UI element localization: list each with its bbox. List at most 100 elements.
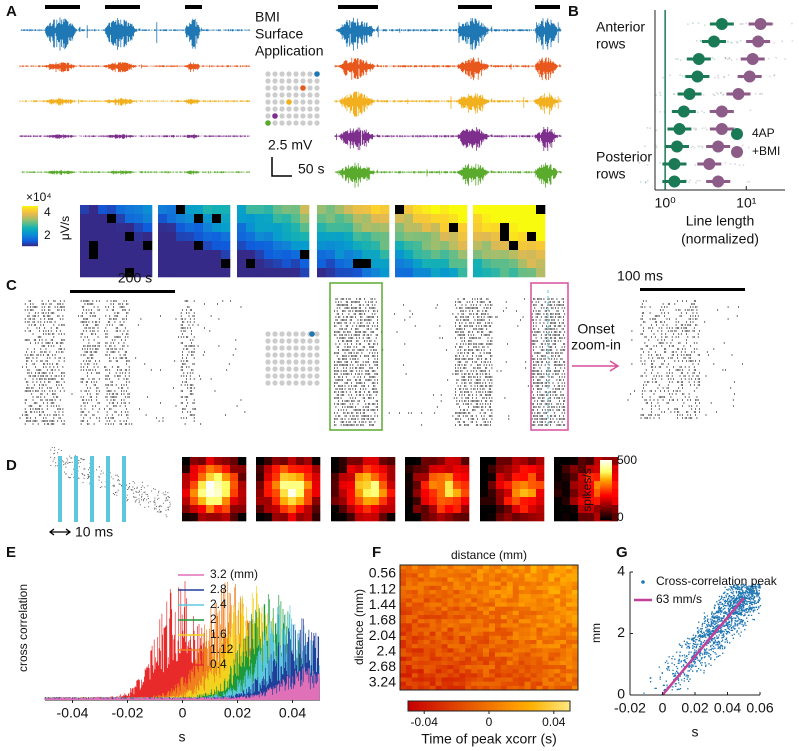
heatmap-cell [214,505,223,514]
heatmap-cell [203,250,213,260]
heatmap-cell [300,268,310,278]
heatmap-cell [98,232,108,242]
electrode [314,331,320,337]
heatmap-cell [125,259,135,269]
electrode [272,92,278,98]
heatmap-cell [530,610,537,616]
colorbar-cell [22,240,38,242]
raw-point [695,181,697,184]
heatmap-cell [506,590,514,595]
heatmap-cell [459,644,466,649]
heatmap-cell [363,497,372,506]
electrode-selected [300,85,306,91]
electrode [279,373,285,379]
heatmap-cell [572,635,579,641]
heatmap-cell [405,660,413,666]
heatmap-cell [483,581,490,587]
heatmap-cell [458,232,468,242]
heatmap-cell [405,585,413,591]
raw-point [663,110,666,113]
heatmap-cell [512,615,519,620]
heatmap-cell [570,513,579,522]
heatmap-cell [465,569,472,574]
heatmap-cell [417,585,425,591]
heatmap-cell [371,250,381,260]
heatmap-cell [273,205,283,215]
heatmap-cell [465,610,472,616]
heatmap-cell [536,623,543,628]
electrode [286,106,292,112]
scale-arrow [48,528,72,536]
heatmap-cell [491,214,501,224]
heatmap-cell [429,573,436,578]
heatmap-cell [158,250,168,260]
heatmap-cell [255,250,265,260]
heatmap-cell [158,214,168,224]
heatmap-cell [335,232,345,242]
heatmap-cell [449,241,459,251]
heatmap-cell [465,585,472,591]
heatmap-cell [518,232,528,242]
heatmap-cell [494,677,502,682]
heatmap-cell [566,577,573,582]
heatmap-cell [524,648,531,653]
heatmap-cell [198,457,207,466]
electrode [307,99,313,105]
heatmap-cell [560,590,567,595]
heatmap-cell [435,640,442,645]
electrode [279,359,285,365]
raster [334,298,566,426]
heatmap-cell [520,457,529,466]
raw-point [694,164,697,166]
heatmap-cell [453,565,460,570]
heatmap-cell [423,665,430,670]
heatmap-cell [506,648,514,653]
heatmap-cell [80,250,90,260]
heatmap-cell [437,457,446,466]
heatmap-cell [395,268,405,278]
raw-point [703,111,706,114]
heatmap-cell [237,259,247,269]
x-tick-label: -0.04 [57,705,89,721]
heatmap-cell [411,598,419,603]
heatmap-cell [435,581,442,587]
raw-point [745,22,748,25]
heatmap-cell [566,685,573,691]
heatmap-cell [335,259,345,269]
heatmap-cell [405,590,413,595]
heatmap-cell [477,677,484,682]
heatmap-cell [429,656,436,662]
heatmap-cell [190,513,199,522]
raw-point [697,111,699,114]
panel-letter: C [6,277,17,294]
heatmap-cell [512,627,519,632]
heatmap-cell [300,241,310,251]
heatmap-cell [477,685,484,691]
heatmap-cell [500,268,510,278]
y-tick-label: 2.4 [377,643,397,659]
heatmap-cell [344,214,354,224]
colorbar-cell [22,214,38,216]
heatmap-cell [107,241,117,251]
heatmap-cell [491,241,501,251]
time-window [90,456,94,522]
heatmap-cell [459,610,466,616]
heatmap-cell [449,214,459,224]
electrode [286,366,292,372]
colorbar-cell [600,491,612,493]
heatmap-cell [560,573,567,578]
heatmap-cell [411,615,419,620]
heatmap-cell [353,205,363,215]
heatmap-cell [477,573,484,578]
heatmap-cell [566,640,573,645]
colorbar-cell [510,701,514,711]
heatmap-cell [182,513,191,522]
heatmap-cell [566,565,573,570]
heatmap-cell [182,481,191,490]
heatmap-cell [280,505,289,514]
heatmap-cell [190,489,199,498]
electrode [314,373,320,379]
heatmap-cell [441,610,448,616]
heatmap-cell [449,250,459,260]
heatmap-cell [461,497,470,506]
